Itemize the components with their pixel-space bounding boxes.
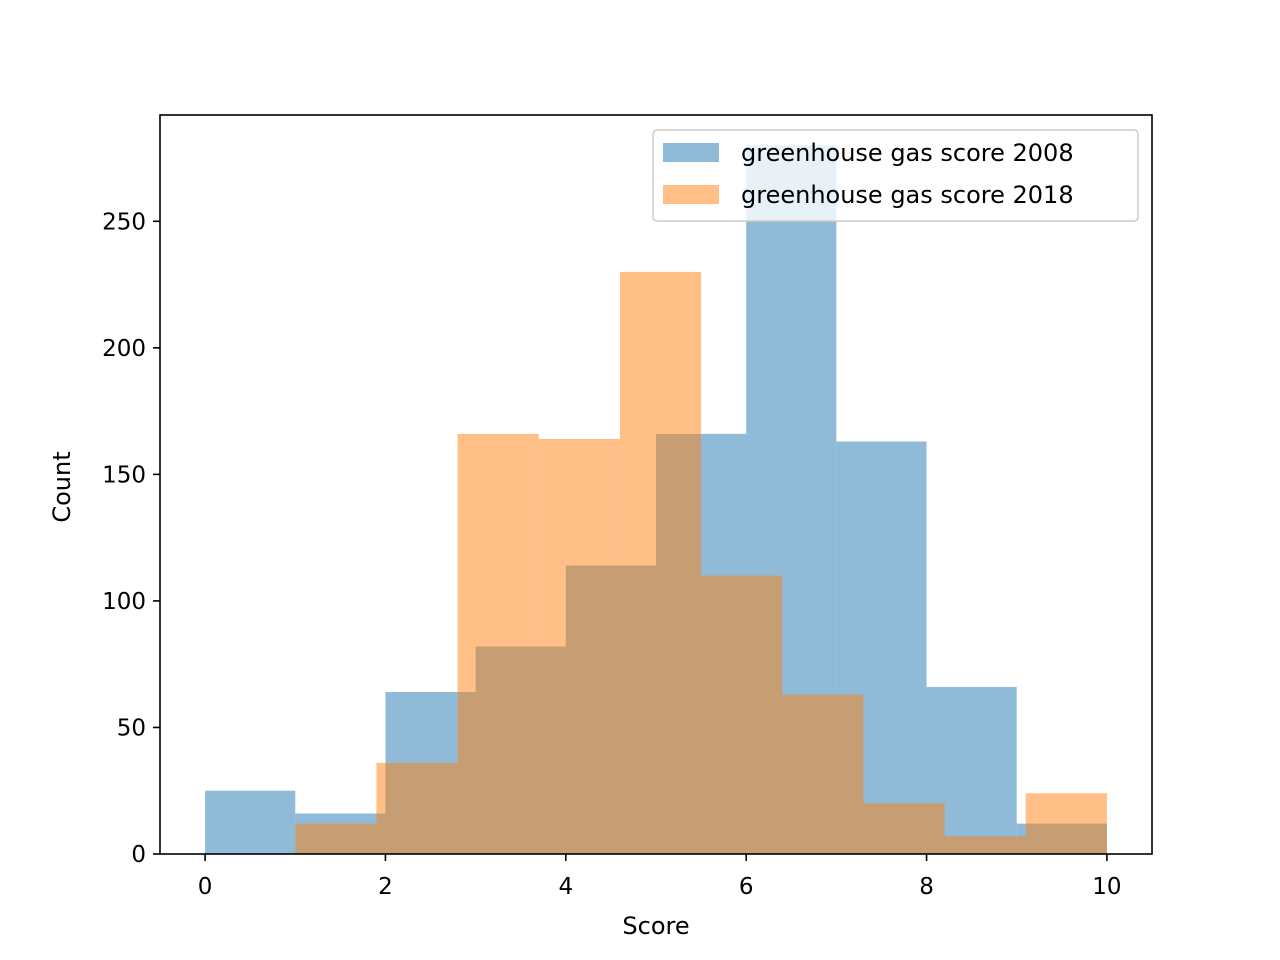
histogram-bar xyxy=(944,836,1026,854)
y-tick-label: 200 xyxy=(102,336,146,362)
y-tick-label: 100 xyxy=(102,589,146,615)
x-tick-label: 0 xyxy=(198,874,213,900)
legend-label-2018: greenhouse gas score 2018 xyxy=(741,181,1074,209)
histogram-bar xyxy=(538,438,620,854)
x-tick-label: 4 xyxy=(558,874,573,900)
histogram-bar xyxy=(619,271,702,854)
y-axis-label: Count xyxy=(48,451,76,522)
histogram-bar xyxy=(457,433,539,854)
x-tick-label: 2 xyxy=(378,874,393,900)
legend-swatch-2018 xyxy=(663,185,719,204)
histogram-bar xyxy=(1025,793,1107,854)
legend-swatch-2008 xyxy=(663,143,719,162)
series-1-bars xyxy=(295,271,1107,854)
x-tick-label: 8 xyxy=(919,874,934,900)
y-tick-label: 0 xyxy=(131,842,146,868)
bars-layer xyxy=(205,145,1107,854)
x-tick-label: 10 xyxy=(1092,874,1121,900)
y-tick-label: 250 xyxy=(102,209,146,235)
legend: greenhouse gas score 2008 greenhouse gas… xyxy=(652,129,1139,222)
histogram-bar xyxy=(863,803,945,854)
x-tick-label: 6 xyxy=(739,874,754,900)
histogram-bar xyxy=(782,694,864,854)
x-axis-label: Score xyxy=(622,912,689,940)
legend-box xyxy=(652,129,1139,222)
histogram-bar xyxy=(376,762,458,854)
histogram-bar xyxy=(701,575,783,854)
histogram-bar xyxy=(295,823,377,854)
y-tick-label: 150 xyxy=(102,462,146,488)
legend-label-2008: greenhouse gas score 2008 xyxy=(741,139,1074,167)
plot-frame xyxy=(159,114,1153,855)
histogram-bar xyxy=(205,790,296,854)
y-tick-label: 50 xyxy=(117,715,146,741)
